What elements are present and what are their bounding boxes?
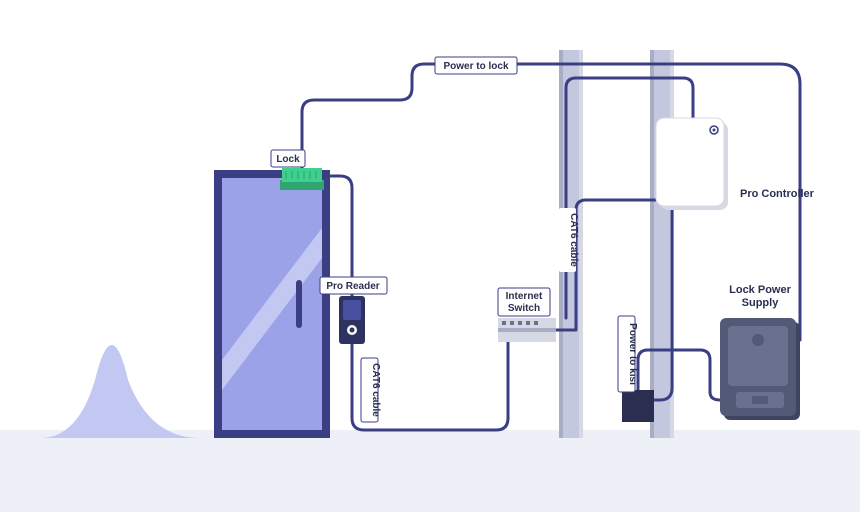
label-pro-reader-text: Pro Reader — [326, 281, 379, 292]
label-internet-text: Internet — [506, 291, 543, 302]
junction-box — [622, 390, 654, 422]
label-cat6-left: CAT6 cable — [361, 358, 381, 422]
label-cat6-mid-text: CAT6 cable — [568, 213, 579, 267]
floor — [0, 430, 860, 512]
label-power-to-lock-text: Power to lock — [443, 61, 508, 72]
label-lock-text: Lock — [276, 154, 300, 165]
pro-reader-device — [339, 296, 365, 344]
pro-controller-device — [656, 118, 728, 210]
label-lock-power-supply: Lock Power Supply — [729, 284, 791, 309]
lock-device — [280, 168, 324, 190]
label-pro-controller: Pro Controller — [740, 188, 815, 200]
label-switch-text: Switch — [508, 303, 540, 314]
label-internet-switch: Internet Switch — [498, 288, 550, 316]
label-power-to-kisi-text: Power to kisi — [627, 323, 638, 385]
label-cat6-left-text: CAT6 cable — [370, 363, 381, 417]
label-pro-controller-text: Pro Controller — [740, 188, 815, 200]
internet-switch-device — [498, 318, 556, 342]
lock-power-supply-device — [720, 318, 800, 420]
mountain-shape — [0, 345, 200, 438]
door — [214, 170, 330, 438]
label-lock-power-l1: Lock Power — [729, 284, 791, 296]
label-power-to-kisi: Power to kisi — [618, 316, 638, 392]
label-lock-power-l2: Supply — [742, 297, 780, 309]
pillar-2 — [650, 50, 674, 438]
wiring-diagram: Power to lock Lock Pro Reader Internet S… — [0, 0, 860, 512]
label-lock: Lock — [271, 150, 305, 167]
label-pro-reader: Pro Reader — [320, 277, 387, 294]
label-power-to-lock: Power to lock — [435, 57, 517, 74]
label-cat6-mid: CAT6 cable — [559, 208, 579, 272]
